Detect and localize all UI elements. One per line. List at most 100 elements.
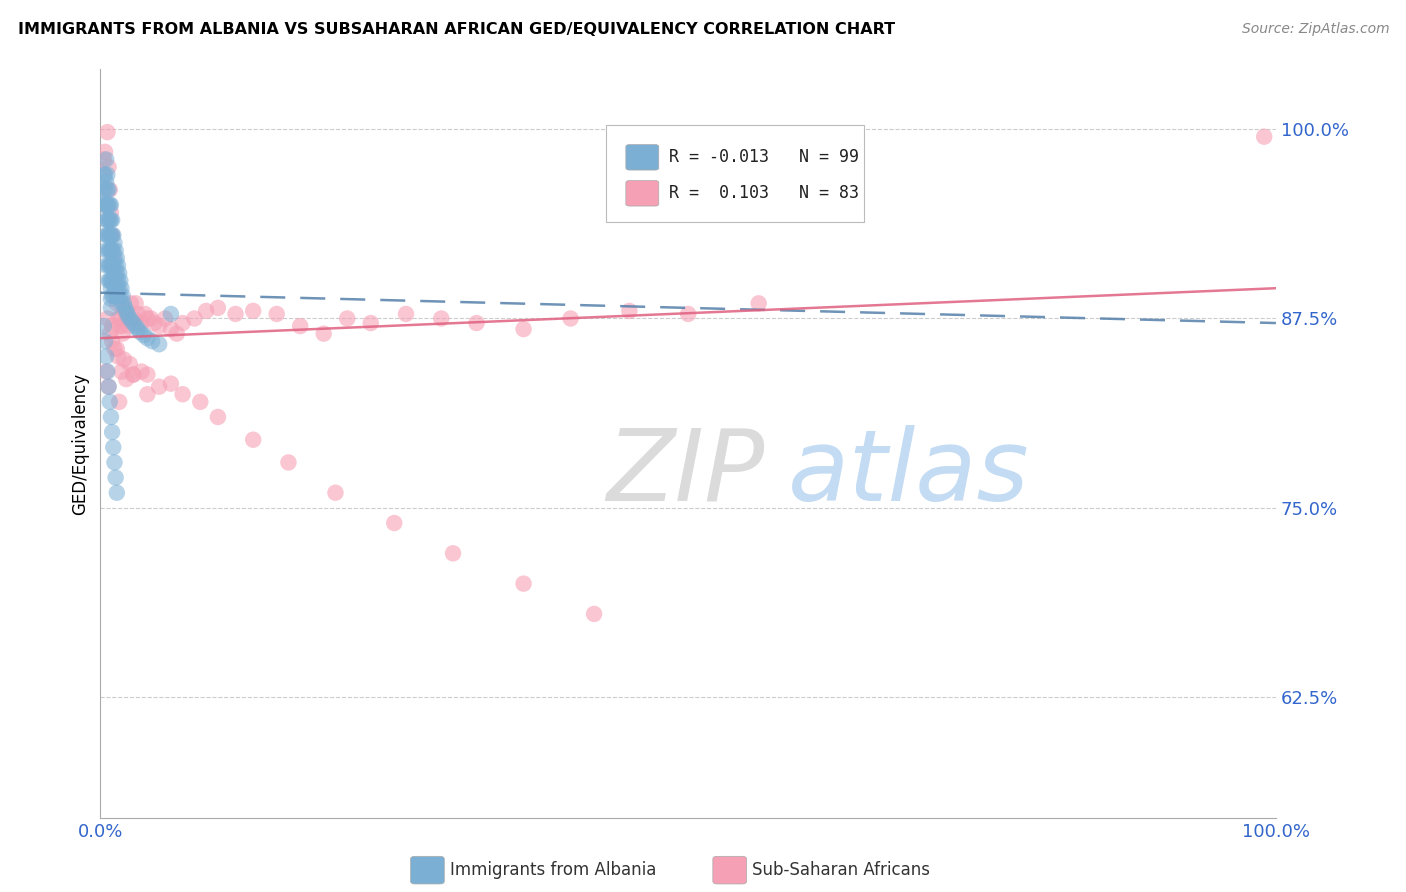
Point (93, 198, 115, 212)
Point (98, 228, 121, 243)
Point (97, 183, 120, 197)
Point (94, 168, 117, 182)
Point (98, 213, 121, 227)
Point (195, 304, 218, 318)
Point (242, 433, 264, 447)
Point (277, 455, 299, 469)
Point (512, 576, 534, 591)
Point (103, 266, 125, 280)
Point (105, 342, 128, 356)
Point (127, 307, 149, 321)
Point (112, 352, 135, 367)
Point (97, 228, 120, 243)
Point (96, 350, 118, 364)
Point (110, 319, 132, 334)
Point (105, 251, 128, 265)
Text: R =  0.103   N = 83: R = 0.103 N = 83 (669, 185, 859, 202)
Point (1253, 129, 1275, 144)
Point (103, 259, 125, 273)
Text: atlas: atlas (789, 425, 1029, 522)
Point (242, 304, 264, 318)
Point (512, 322, 534, 336)
Point (97, 379, 120, 393)
Point (108, 319, 131, 334)
Point (136, 387, 159, 401)
Point (98, 183, 121, 197)
Point (94, 145, 117, 159)
Point (96, 183, 118, 197)
Point (101, 334, 124, 349)
FancyBboxPatch shape (626, 180, 659, 206)
Point (100, 198, 122, 212)
Point (105, 266, 128, 280)
Point (107, 259, 129, 273)
Point (98, 326, 121, 341)
Point (225, 307, 247, 321)
Point (100, 228, 122, 243)
Point (103, 228, 125, 243)
Point (160, 376, 183, 391)
Point (153, 311, 176, 326)
Point (93, 153, 115, 167)
Point (103, 440, 125, 454)
Point (96, 168, 118, 182)
Point (111, 289, 134, 303)
Point (148, 337, 170, 351)
Point (120, 296, 142, 310)
Point (266, 307, 288, 321)
Point (122, 316, 145, 330)
Point (97, 160, 120, 174)
Point (93, 319, 115, 334)
Point (98, 394, 121, 409)
Point (94, 334, 117, 349)
Point (105, 296, 128, 310)
Text: Immigrants from Albania: Immigrants from Albania (450, 861, 657, 879)
Point (103, 251, 125, 265)
Point (117, 310, 139, 324)
Point (100, 409, 122, 424)
Point (441, 546, 464, 560)
Point (97, 244, 120, 258)
Point (166, 326, 188, 341)
Point (98, 259, 121, 273)
Point (96, 198, 118, 212)
Point (100, 259, 122, 273)
Point (101, 289, 124, 303)
Point (134, 307, 156, 321)
Point (114, 301, 136, 315)
Point (110, 274, 132, 288)
Point (97, 259, 120, 273)
Point (430, 311, 453, 326)
Point (131, 365, 153, 379)
Point (98, 274, 121, 288)
Point (104, 274, 127, 288)
Point (141, 334, 163, 349)
Point (101, 259, 124, 273)
Point (103, 274, 125, 288)
Point (100, 292, 122, 306)
Point (290, 319, 312, 334)
Point (110, 296, 132, 310)
Point (325, 485, 347, 500)
Point (101, 425, 124, 439)
Point (395, 307, 418, 321)
Point (110, 311, 132, 326)
Point (96, 259, 118, 273)
Y-axis label: GED/Equivalency: GED/Equivalency (72, 373, 89, 515)
Point (96, 244, 118, 258)
Point (560, 311, 582, 326)
Point (96, 311, 118, 326)
Point (139, 311, 162, 326)
Point (115, 311, 138, 326)
Point (103, 274, 125, 288)
Point (103, 342, 125, 356)
Point (98, 244, 121, 258)
Point (107, 311, 129, 326)
Point (103, 244, 125, 258)
Point (96, 228, 118, 243)
Text: R = -0.013   N = 99: R = -0.013 N = 99 (669, 148, 859, 166)
Point (115, 304, 138, 318)
Point (96, 365, 118, 379)
Point (104, 289, 127, 303)
Point (207, 409, 229, 424)
